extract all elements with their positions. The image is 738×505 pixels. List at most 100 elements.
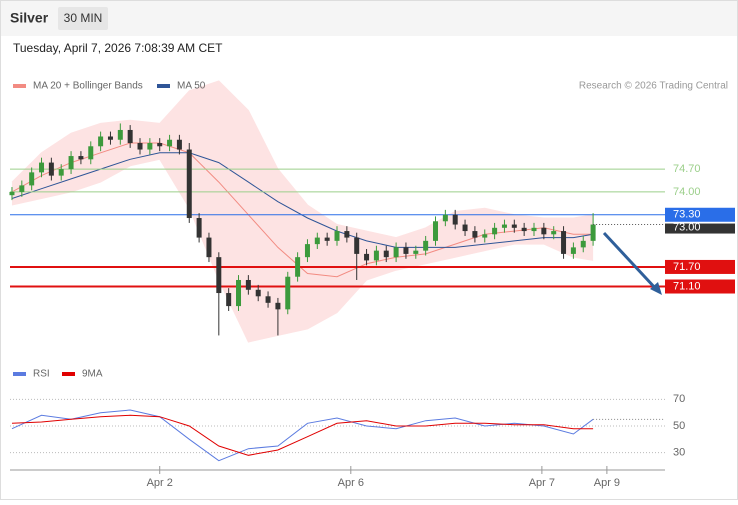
last-price-box [665,223,735,234]
title: Silver [10,10,49,26]
x-tick-label: Apr 9 [594,477,620,489]
candle-body [452,214,458,225]
candle-body [492,227,498,235]
candle-body [9,191,15,196]
candle-body [186,149,192,219]
candle-body [364,253,370,261]
level-label-box [665,259,735,274]
line-layer [10,142,665,288]
legend-swatch [62,372,75,376]
candle-body [39,162,45,173]
candle-body [501,224,507,228]
candle-body [482,234,488,238]
candle-body [226,293,232,307]
candle-body [324,237,330,241]
candle-body [147,143,153,150]
candle-body [48,162,54,176]
candle-body [157,143,163,147]
level-label: 74.70 [673,163,701,175]
candle-body [393,247,399,258]
candle-body [403,247,409,254]
moving-average [11,152,594,248]
candle-body [433,221,439,241]
candle-body [88,146,94,160]
bollinger-lower [11,158,594,343]
level-label-box [665,279,735,294]
candle-body [176,139,182,150]
candle-body [590,224,596,241]
candle-body [423,240,429,251]
candle-body [137,143,143,150]
legend-label: MA 20 + Bollinger Bands [33,81,143,92]
candle-body [472,231,478,238]
candle-body [511,224,517,228]
candle-body [580,240,586,248]
candle-body [314,237,320,245]
candle-body [334,231,340,241]
candle-body [275,302,281,310]
level-label: 74.00 [673,186,701,198]
candle-body [383,250,389,258]
rsi-layer: 30 50 70 [10,393,685,462]
candle-body [531,227,537,232]
x-tick-label: Apr 7 [529,477,555,489]
candle-body [561,231,567,254]
candle-body [373,250,379,261]
credit: Research © 2026 Trading Central [579,81,728,92]
timeframe-box [58,7,108,30]
level-label-box [665,207,735,222]
candle-body [344,231,350,238]
candle-body [442,214,448,222]
x-tick-label: Apr 2 [147,477,173,489]
candle-body [304,244,310,258]
candle-body [167,139,173,147]
candle-body [68,156,74,170]
candle-body [107,136,113,140]
level-label: 71.10 [673,280,701,292]
rsi-line [11,414,594,456]
level-label: 73.30 [673,209,701,221]
candle-body [236,279,242,307]
candle-body [541,227,547,235]
subtitle: Tuesday, April 7, 2026 7:08:39 AM CET [13,41,223,55]
candle-body [462,224,468,232]
candle-body [521,227,527,232]
candle-body [196,218,202,238]
candle-body [354,237,360,254]
candle-body [78,156,84,160]
rsi-tick-label: 30 [673,447,685,459]
candle-body [98,136,104,147]
candle-body [58,169,64,176]
last-price-label: 73.00 [673,221,701,233]
legend-label: MA 50 [177,81,206,92]
candle-body [127,129,133,144]
candle-body [570,247,576,254]
candle-body [206,237,212,258]
legend-swatch [13,372,26,376]
label-layer: 73.00 74.70 74.00 73.30 71.70 71.10 [593,163,735,294]
candle-body [117,129,123,140]
candle-body [551,231,557,235]
candle-body [19,185,25,192]
candle-layer [9,123,596,336]
legend-label: 9MA [82,369,103,380]
candle-body [285,276,291,310]
candle-body [255,289,261,297]
candle-body [216,257,222,294]
candle-body [245,279,251,290]
header-band [1,1,737,36]
candle-body [265,296,271,303]
candle-body [413,250,419,254]
forecast-arrow-head [650,282,662,295]
bollinger-upper [11,80,594,239]
legend-label: RSI [33,369,50,380]
rsi-tick-label: 50 [673,420,685,432]
candle-body [295,257,301,277]
timeframe: 30 MIN [64,11,103,25]
legend-swatch [157,84,170,88]
rsi-tick-label: 70 [673,393,685,405]
level-label: 71.70 [673,261,701,273]
x-tick-label: Apr 6 [338,477,364,489]
forecast-arrow [602,231,659,292]
